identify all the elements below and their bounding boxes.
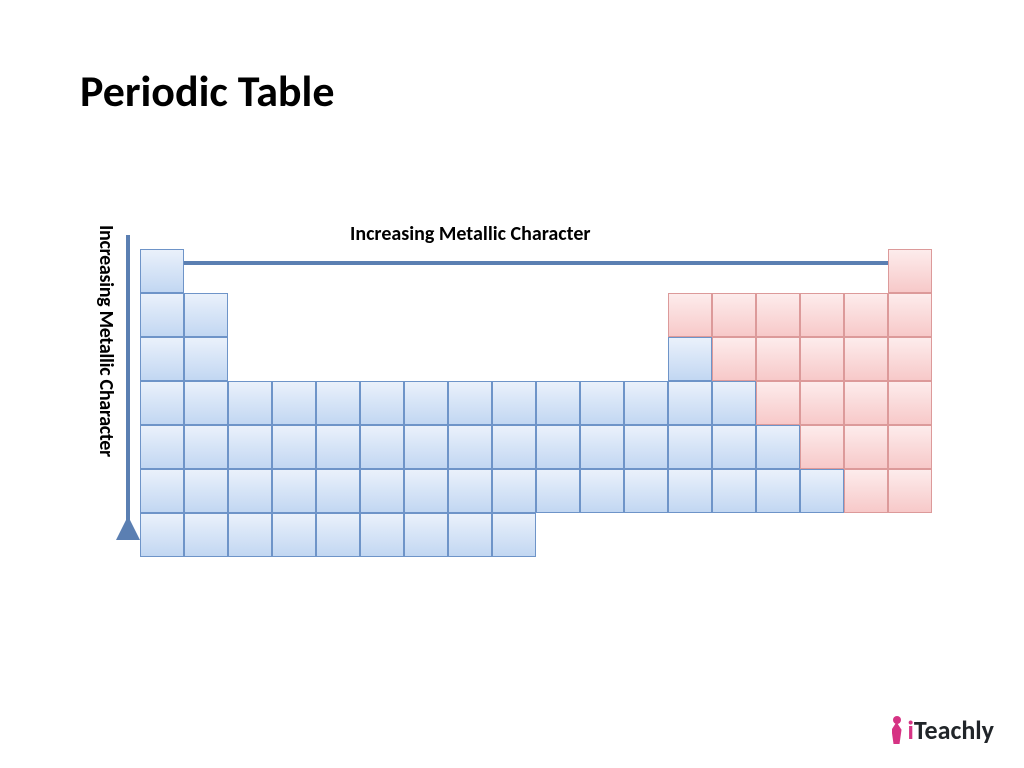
metal-cell xyxy=(140,337,184,381)
metal-cell xyxy=(140,513,184,557)
metal-cell xyxy=(140,425,184,469)
metal-cell xyxy=(492,469,536,513)
metal-cell xyxy=(580,381,624,425)
metal-cell xyxy=(316,513,360,557)
metal-cell xyxy=(184,293,228,337)
metal-cell xyxy=(140,381,184,425)
nonmetal-cell xyxy=(888,469,932,513)
nonmetal-cell xyxy=(756,381,800,425)
nonmetal-cell xyxy=(712,337,756,381)
vertical-axis-label: Increasing Metallic Character xyxy=(94,225,118,457)
metal-cell xyxy=(272,513,316,557)
metal-cell xyxy=(228,381,272,425)
metal-cell xyxy=(316,425,360,469)
metal-cell xyxy=(668,381,712,425)
metal-cell xyxy=(404,381,448,425)
metal-cell xyxy=(536,469,580,513)
nonmetal-cell xyxy=(888,425,932,469)
nonmetal-cell xyxy=(888,249,932,293)
metal-cell xyxy=(272,425,316,469)
metal-cell xyxy=(140,469,184,513)
metal-cell xyxy=(140,293,184,337)
metal-cell xyxy=(228,469,272,513)
metal-cell xyxy=(756,425,800,469)
nonmetal-cell xyxy=(756,337,800,381)
nonmetal-cell xyxy=(712,293,756,337)
metal-cell xyxy=(800,469,844,513)
nonmetal-cell xyxy=(844,381,888,425)
metal-cell xyxy=(492,513,536,557)
nonmetal-cell xyxy=(844,293,888,337)
metal-cell xyxy=(668,469,712,513)
nonmetal-cell xyxy=(888,337,932,381)
metal-cell xyxy=(140,249,184,293)
nonmetal-cell xyxy=(888,293,932,337)
metal-cell xyxy=(228,513,272,557)
logo-icon xyxy=(890,716,904,744)
nonmetal-cell xyxy=(668,293,712,337)
metal-cell xyxy=(360,469,404,513)
nonmetal-cell xyxy=(800,337,844,381)
metal-cell xyxy=(272,469,316,513)
metal-cell xyxy=(580,425,624,469)
nonmetal-cell xyxy=(888,381,932,425)
metal-cell xyxy=(712,425,756,469)
metal-cell xyxy=(404,469,448,513)
metal-cell xyxy=(756,469,800,513)
metal-cell xyxy=(624,469,668,513)
metal-cell xyxy=(184,381,228,425)
metal-cell xyxy=(316,469,360,513)
nonmetal-cell xyxy=(844,469,888,513)
metal-cell xyxy=(624,381,668,425)
nonmetal-cell xyxy=(756,293,800,337)
metal-cell xyxy=(404,425,448,469)
metal-cell xyxy=(536,425,580,469)
metal-cell xyxy=(712,381,756,425)
metal-cell xyxy=(580,469,624,513)
metal-cell xyxy=(624,425,668,469)
horizontal-axis-label: Increasing Metallic Character xyxy=(350,222,591,246)
nonmetal-cell xyxy=(800,293,844,337)
metal-cell xyxy=(184,469,228,513)
metal-cell xyxy=(360,425,404,469)
metal-cell xyxy=(228,425,272,469)
metal-cell xyxy=(448,513,492,557)
metal-cell xyxy=(668,337,712,381)
metal-cell xyxy=(360,381,404,425)
nonmetal-cell xyxy=(800,425,844,469)
metal-cell xyxy=(448,381,492,425)
metal-cell xyxy=(184,337,228,381)
metal-cell xyxy=(316,381,360,425)
logo-text-rest: Teachly xyxy=(914,714,994,746)
brand-logo: iTeachly xyxy=(890,714,994,746)
metal-cell xyxy=(668,425,712,469)
nonmetal-cell xyxy=(844,425,888,469)
metal-cell xyxy=(492,425,536,469)
metal-cell xyxy=(448,425,492,469)
nonmetal-cell xyxy=(844,337,888,381)
metal-cell xyxy=(272,381,316,425)
metal-cell xyxy=(184,425,228,469)
metal-cell xyxy=(492,381,536,425)
metal-cell xyxy=(404,513,448,557)
metal-cell xyxy=(536,381,580,425)
metal-cell xyxy=(448,469,492,513)
nonmetal-cell xyxy=(800,381,844,425)
page-title: Periodic Table xyxy=(80,64,334,118)
metal-cell xyxy=(184,513,228,557)
metal-cell xyxy=(360,513,404,557)
metal-cell xyxy=(712,469,756,513)
